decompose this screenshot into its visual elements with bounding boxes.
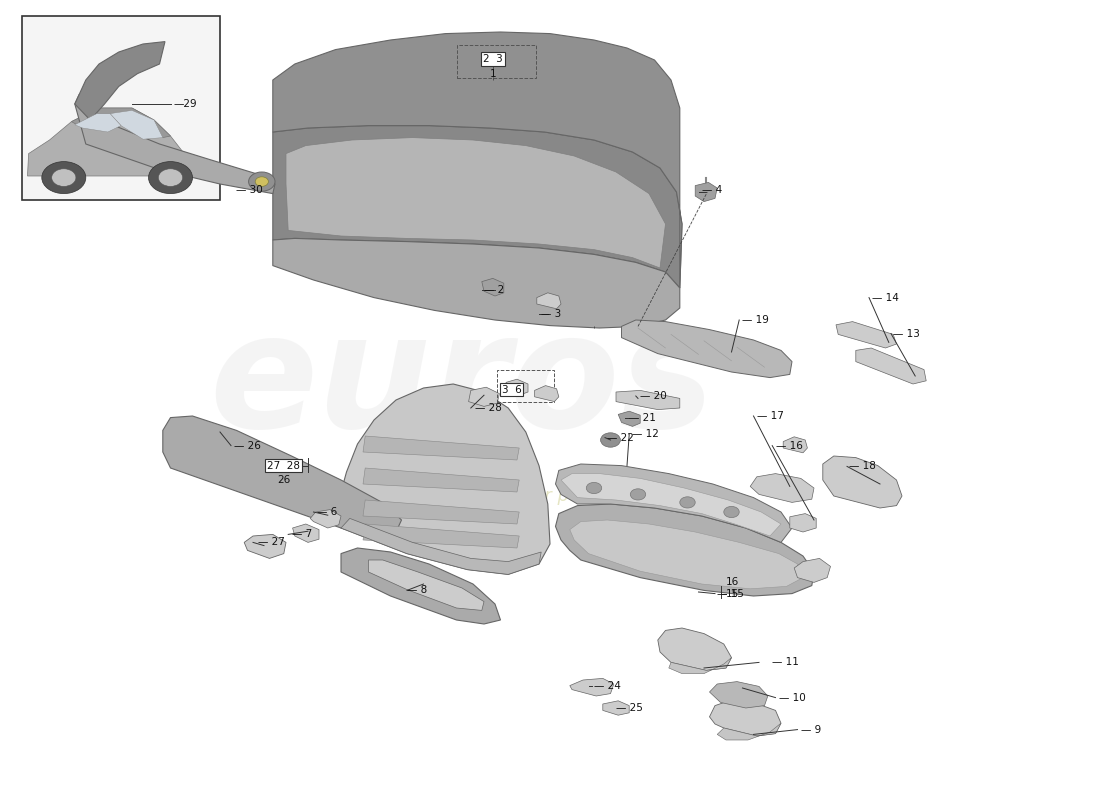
- Polygon shape: [75, 42, 165, 120]
- Polygon shape: [856, 348, 926, 384]
- Circle shape: [148, 162, 192, 194]
- Text: 3  6: 3 6: [502, 385, 521, 394]
- Polygon shape: [783, 437, 807, 453]
- Text: — 24: — 24: [594, 681, 620, 690]
- Polygon shape: [823, 456, 902, 508]
- Text: — 8: — 8: [407, 585, 427, 594]
- Polygon shape: [618, 411, 640, 426]
- Circle shape: [630, 489, 646, 500]
- Text: — 4: — 4: [702, 186, 722, 195]
- Text: — 12: — 12: [632, 430, 659, 439]
- Text: 1: 1: [490, 69, 496, 78]
- Text: — 20: — 20: [640, 391, 667, 401]
- Text: — 28: — 28: [475, 403, 502, 413]
- Polygon shape: [717, 723, 781, 740]
- Text: — 19: — 19: [742, 315, 769, 325]
- Polygon shape: [163, 416, 402, 536]
- Text: euros: euros: [209, 306, 715, 462]
- Polygon shape: [273, 238, 680, 328]
- Circle shape: [158, 169, 183, 186]
- Text: — 16: — 16: [776, 441, 802, 450]
- Polygon shape: [482, 278, 504, 296]
- Text: — 11: — 11: [772, 658, 799, 667]
- Polygon shape: [341, 548, 500, 624]
- Text: — 9: — 9: [801, 725, 821, 734]
- Text: — 13: — 13: [893, 329, 920, 338]
- Polygon shape: [469, 387, 499, 406]
- Polygon shape: [794, 558, 830, 582]
- Text: 2  3: 2 3: [483, 54, 503, 64]
- Polygon shape: [836, 322, 896, 348]
- Polygon shape: [750, 474, 814, 502]
- Text: 27  28: 27 28: [267, 461, 300, 470]
- Polygon shape: [339, 384, 550, 574]
- Text: —29: —29: [174, 99, 197, 109]
- Circle shape: [52, 169, 76, 186]
- Text: — 10: — 10: [779, 693, 805, 702]
- Polygon shape: [363, 524, 519, 548]
- Text: — 15: — 15: [717, 589, 744, 598]
- Text: — 14: — 14: [872, 293, 899, 302]
- Polygon shape: [75, 94, 275, 194]
- Polygon shape: [310, 510, 341, 528]
- Text: — 25: — 25: [616, 703, 642, 713]
- Text: — 27: — 27: [258, 537, 285, 546]
- Circle shape: [680, 497, 695, 508]
- Text: — 3: — 3: [541, 310, 561, 319]
- Text: — 17: — 17: [757, 411, 783, 421]
- Polygon shape: [570, 678, 614, 696]
- Polygon shape: [506, 379, 528, 395]
- Text: — 22: — 22: [607, 433, 634, 442]
- Polygon shape: [368, 560, 484, 610]
- Polygon shape: [561, 474, 781, 536]
- Polygon shape: [273, 126, 682, 288]
- Polygon shape: [556, 464, 792, 542]
- Polygon shape: [363, 500, 519, 524]
- Polygon shape: [28, 108, 196, 176]
- Text: — 26: — 26: [234, 441, 261, 450]
- Polygon shape: [363, 468, 519, 492]
- Polygon shape: [669, 658, 732, 674]
- FancyBboxPatch shape: [22, 16, 220, 200]
- Circle shape: [586, 482, 602, 494]
- Polygon shape: [710, 682, 768, 708]
- Text: 26: 26: [277, 475, 290, 485]
- Text: — 18: — 18: [849, 462, 876, 471]
- Text: — 30: — 30: [236, 185, 263, 194]
- Polygon shape: [695, 182, 717, 202]
- Circle shape: [249, 172, 275, 191]
- Polygon shape: [363, 436, 519, 460]
- Text: — 6: — 6: [317, 507, 337, 517]
- Polygon shape: [286, 138, 666, 268]
- Circle shape: [42, 162, 86, 194]
- Text: 15: 15: [726, 589, 739, 598]
- Polygon shape: [341, 518, 541, 574]
- Polygon shape: [556, 504, 814, 596]
- Polygon shape: [293, 524, 319, 542]
- Polygon shape: [537, 293, 561, 309]
- Polygon shape: [75, 114, 121, 132]
- Polygon shape: [710, 700, 781, 736]
- Polygon shape: [273, 32, 682, 288]
- Polygon shape: [570, 520, 803, 589]
- Circle shape: [601, 433, 620, 447]
- Polygon shape: [72, 108, 170, 138]
- Text: — 7: — 7: [292, 529, 311, 538]
- Polygon shape: [535, 386, 559, 402]
- Text: — 21: — 21: [629, 413, 656, 422]
- Polygon shape: [621, 320, 792, 378]
- Text: 16: 16: [726, 578, 739, 587]
- Polygon shape: [658, 628, 732, 670]
- Polygon shape: [616, 390, 680, 410]
- Circle shape: [724, 506, 739, 518]
- Circle shape: [255, 177, 268, 186]
- Polygon shape: [790, 514, 816, 532]
- Polygon shape: [110, 110, 163, 139]
- Polygon shape: [603, 701, 629, 715]
- Polygon shape: [244, 534, 286, 558]
- Text: — 2: — 2: [484, 285, 504, 294]
- Text: a passion for parts since 1985: a passion for parts since 1985: [436, 487, 708, 505]
